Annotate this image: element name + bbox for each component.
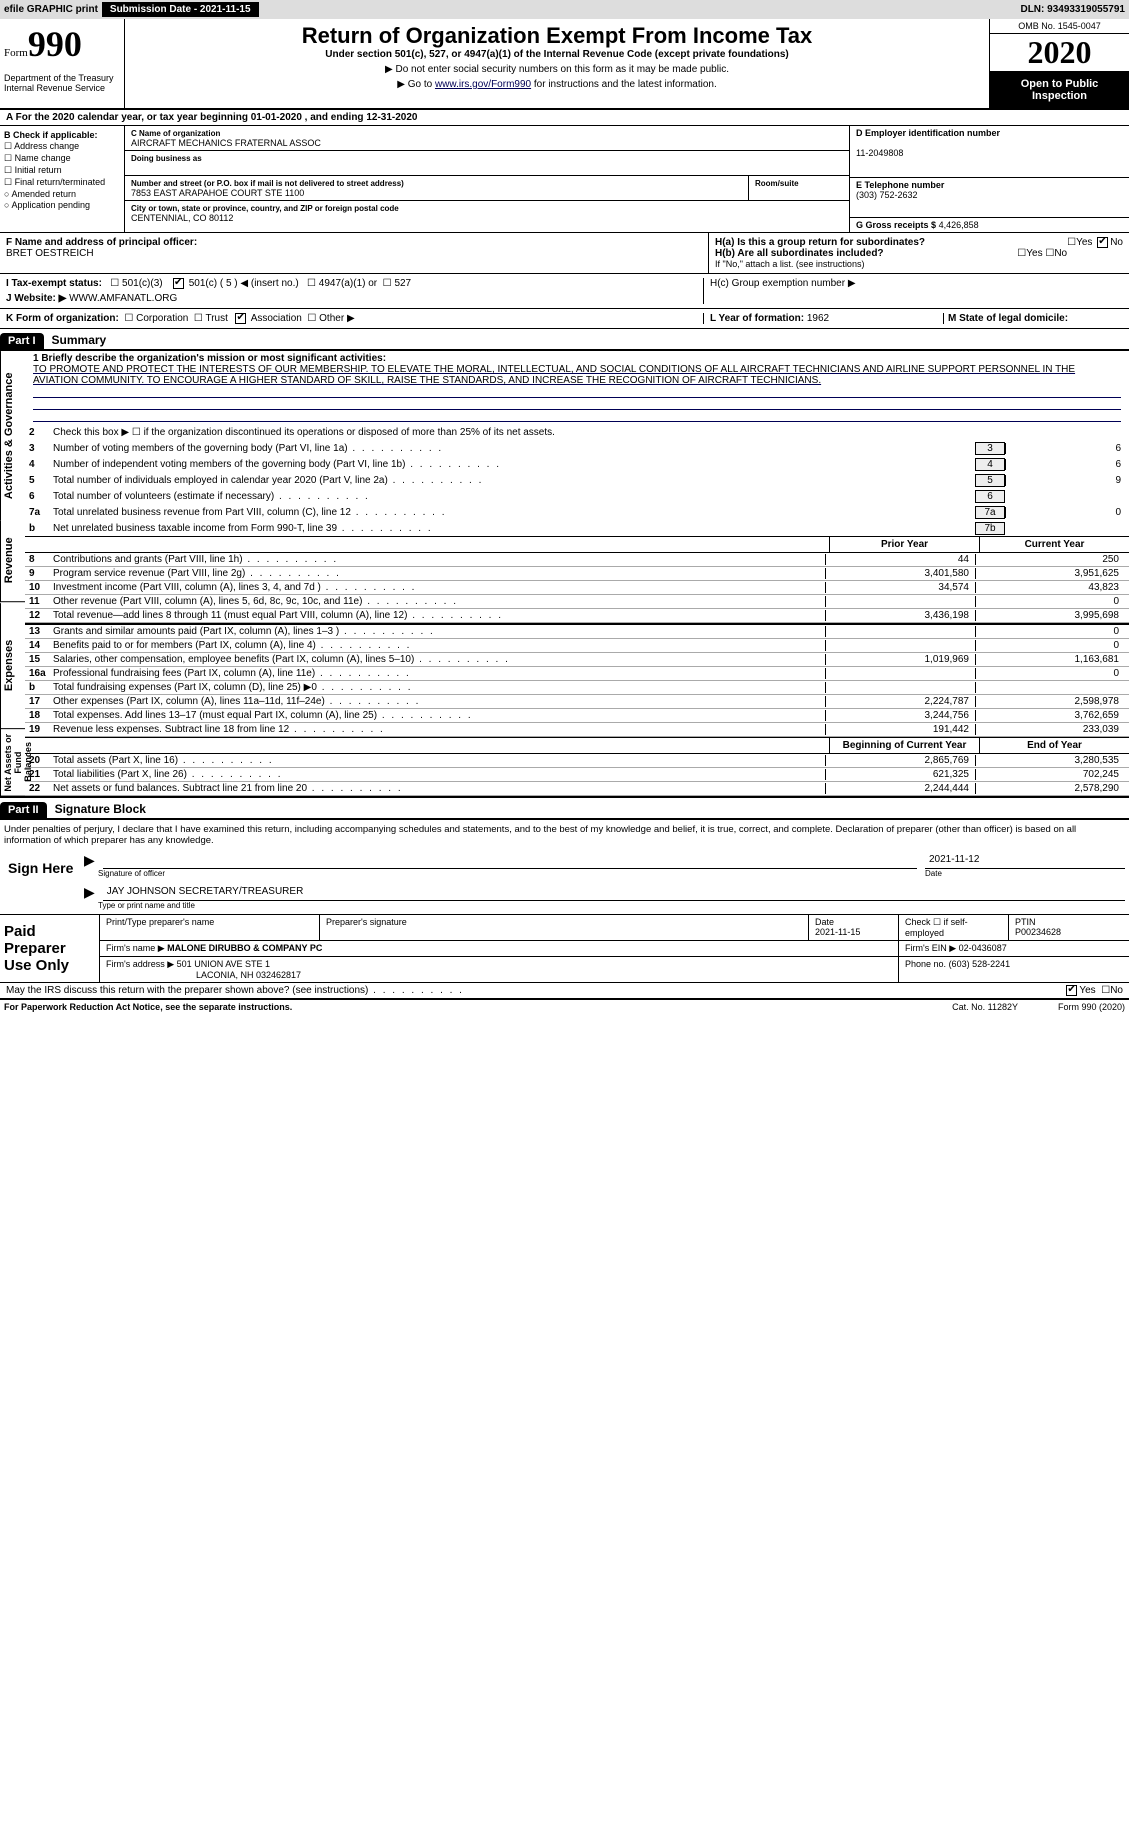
part-2-header: Part IISignature Block [0, 798, 1129, 818]
sections-b-through-g: B Check if applicable: ☐ Address change … [0, 126, 1129, 233]
page-footer: For Paperwork Reduction Act Notice, see … [0, 998, 1129, 1014]
vtab-activities: Activities & Governance [0, 351, 25, 520]
section-k-l-m: K Form of organization: ☐ Corporation ☐ … [0, 309, 1129, 329]
part-1-header: Part ISummary [0, 329, 1129, 349]
paid-preparer: Paid Preparer Use Only Print/Type prepar… [0, 914, 1129, 982]
part-1-body: Activities & Governance Revenue Expenses… [0, 351, 1129, 796]
top-bar: efile GRAPHIC print Submission Date - 20… [0, 0, 1129, 19]
sections-d-e-g: D Employer identification number11-20498… [849, 126, 1129, 232]
signature-block: Under penalties of perjury, I declare th… [0, 820, 1129, 914]
vtab-netassets: Net Assets or Fund Balances [0, 729, 25, 797]
org-name: AIRCRAFT MECHANICS FRATERNAL ASSOC [131, 138, 321, 148]
ein: 11-2049808 [856, 148, 903, 158]
efile-label: efile GRAPHIC print [4, 4, 98, 15]
section-f-h: F Name and address of principal officer:… [0, 233, 1129, 274]
penalties-text: Under penalties of perjury, I declare th… [4, 824, 1125, 846]
city-state-zip: CENTENNIAL, CO 80112 [131, 213, 233, 223]
street-address: 7853 EAST ARAPAHOE COURT STE 1100 [131, 188, 304, 198]
form-subtitle: Under section 501(c), 527, or 4947(a)(1)… [133, 49, 981, 60]
form-title: Return of Organization Exempt From Incom… [133, 23, 981, 49]
submission-date: Submission Date - 2021-11-15 [102, 2, 259, 17]
dept-treasury: Department of the Treasury Internal Reve… [4, 73, 120, 93]
website: WWW.AMFANATL.ORG [69, 293, 177, 304]
goto-note: ▶ Go to www.irs.gov/Form990 for instruct… [133, 79, 981, 90]
ssn-note: ▶ Do not enter social security numbers o… [133, 64, 981, 75]
vtab-expenses: Expenses [0, 603, 25, 729]
line-1: 1 Briefly describe the organization's mi… [25, 351, 1129, 424]
section-c: C Name of organizationAIRCRAFT MECHANICS… [125, 126, 849, 232]
section-i-j: I Tax-exempt status: ☐ 501(c)(3) 501(c) … [0, 274, 1129, 309]
open-to-public: Open to Public Inspection [990, 72, 1129, 108]
section-b: B Check if applicable: ☐ Address change … [0, 126, 125, 232]
form-header: Form990 Department of the Treasury Inter… [0, 19, 1129, 110]
omb-number: OMB No. 1545-0047 [990, 19, 1129, 34]
form-word: Form [4, 47, 28, 59]
irs-link[interactable]: www.irs.gov/Form990 [435, 79, 531, 90]
dln: DLN: 93493319055791 [1020, 4, 1125, 15]
vtab-revenue: Revenue [0, 520, 25, 602]
discuss-row: May the IRS discuss this return with the… [0, 982, 1129, 998]
phone: (303) 752-2632 [856, 190, 918, 200]
tax-year: 2020 [990, 34, 1129, 72]
form-number: 990 [28, 24, 82, 64]
section-a: A For the 2020 calendar year, or tax yea… [0, 110, 1129, 126]
gross-receipts: 4,426,858 [939, 220, 979, 230]
mission-text: TO PROMOTE AND PROTECT THE INTERESTS OF … [33, 364, 1075, 386]
principal-officer: BRET OESTREICH [6, 248, 94, 259]
